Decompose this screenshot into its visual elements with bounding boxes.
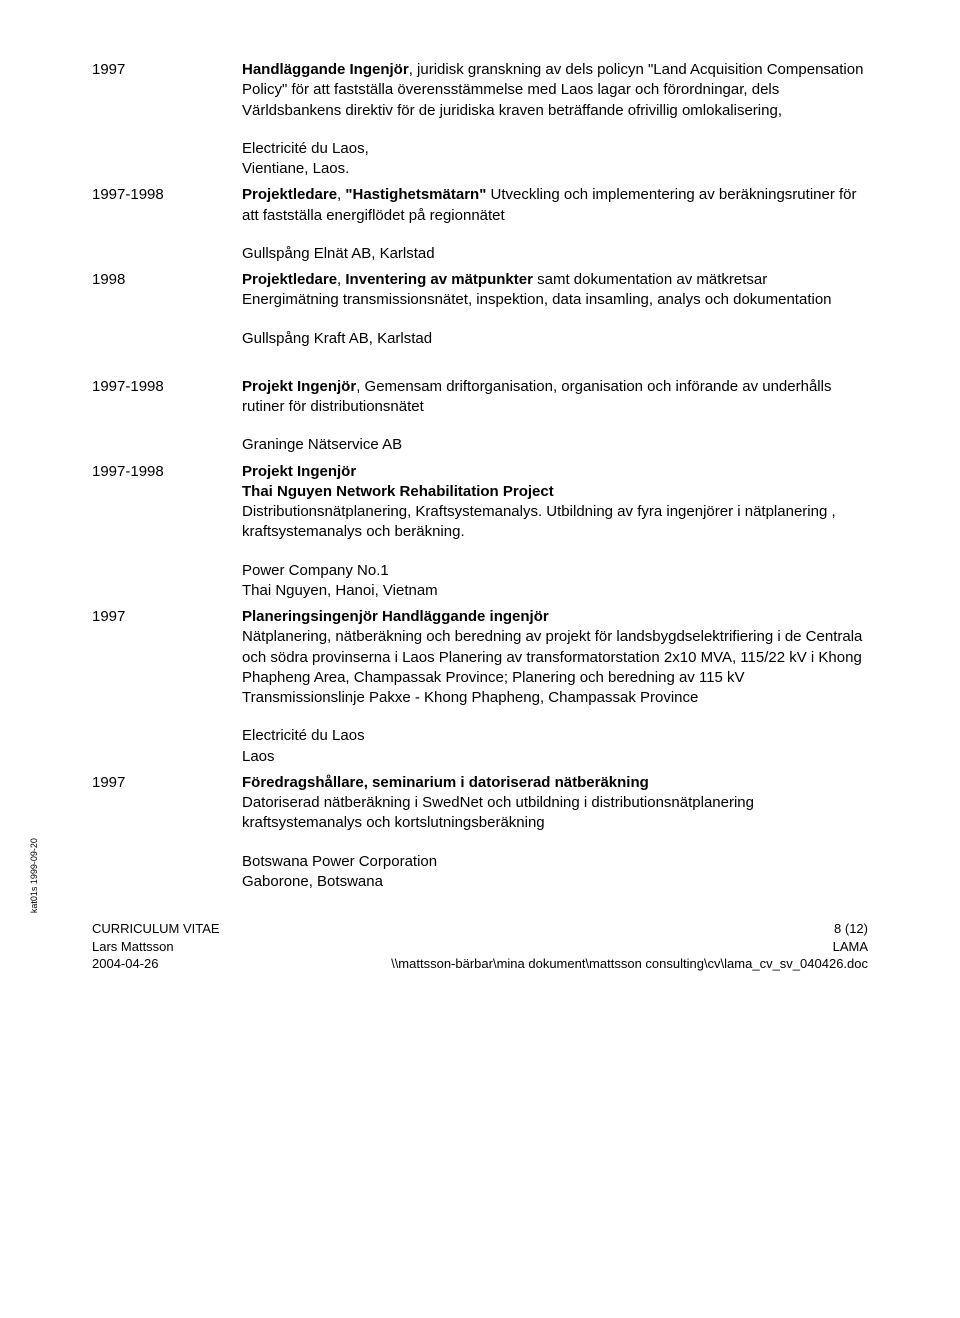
entry-paragraph: Handläggande Ingenjör, juridisk granskni… [242,60,868,121]
entry-paragraph: Electricité du LaosLaos [242,726,868,767]
entry-paragraph: Projektledare, Inventering av mätpunkter… [242,270,868,311]
entry-paragraph: Electricité du Laos,Vientiane, Laos. [242,139,868,180]
entry-paragraph: Projekt Ingenjör, Gemensam driftorganisa… [242,377,868,418]
entry-year: 1997 [92,773,242,892]
entry-paragraph: Gullspång Elnät AB, Karlstad [242,244,868,264]
cv-entry: 1997-1998Projekt IngenjörThai Nguyen Net… [92,462,868,602]
entry-description: Projekt IngenjörThai Nguyen Network Reha… [242,462,868,602]
entry-description: Projektledare, Inventering av mätpunkter… [242,270,868,349]
page-footer: kat01s 1999-09-20 CURRICULUM VITAE Lars … [92,920,868,973]
entry-description: Projekt Ingenjör, Gemensam driftorganisa… [242,377,868,456]
entry-year: 1997 [92,60,242,179]
entry-description: Föredragshållare, seminarium i datoriser… [242,773,868,892]
footer-date: 2004-04-26 [92,956,159,971]
entry-paragraph: Botswana Power CorporationGaborone, Bots… [242,852,868,893]
footer-code: LAMA [833,939,868,954]
entry-paragraph: Power Company No.1Thai Nguyen, Hanoi, Vi… [242,561,868,602]
side-rotated-text: kat01s 1999-09-20 [28,838,40,913]
footer-author: Lars Mattsson [92,939,174,954]
entry-paragraph: Graninge Nätservice AB [242,435,868,455]
entry-paragraph: Projektledare, "Hastighetsmätarn" Utveck… [242,185,868,226]
entry-description: Planeringsingenjör Handläggande ingenjör… [242,607,868,767]
entry-paragraph: Gullspång Kraft AB, Karlstad [242,329,868,349]
cv-entries: 1997Handläggande Ingenjör, juridisk gran… [92,60,868,892]
footer-path: \\mattsson-bärbar\mina dokument\mattsson… [391,956,868,971]
footer-page: 8 (12) [834,921,868,936]
entry-paragraph: Föredragshållare, seminarium i datoriser… [242,773,868,834]
entry-paragraph: Planeringsingenjör Handläggande ingenjör… [242,607,868,708]
entry-paragraph: Projekt IngenjörThai Nguyen Network Reha… [242,462,868,543]
cv-entry: 1998Projektledare, Inventering av mätpun… [92,270,868,349]
cv-entry: 1997-1998Projekt Ingenjör, Gemensam drif… [92,377,868,456]
cv-entry: 1997Handläggande Ingenjör, juridisk gran… [92,60,868,179]
footer-title: CURRICULUM VITAE [92,921,220,936]
entry-description: Handläggande Ingenjör, juridisk granskni… [242,60,868,179]
entry-year: 1997-1998 [92,462,242,602]
entry-year: 1998 [92,270,242,349]
entry-year: 1997 [92,607,242,767]
entry-year: 1997-1998 [92,377,242,456]
entry-year: 1997-1998 [92,185,242,264]
cv-entry: 1997Planeringsingenjör Handläggande inge… [92,607,868,767]
footer-right: 8 (12) LAMA \\mattsson-bärbar\mina dokum… [391,920,868,973]
entry-description: Projektledare, "Hastighetsmätarn" Utveck… [242,185,868,264]
footer-left: CURRICULUM VITAE Lars Mattsson 2004-04-2… [92,920,220,973]
cv-entry: 1997Föredragshållare, seminarium i dator… [92,773,868,892]
cv-entry: 1997-1998Projektledare, "Hastighetsmätar… [92,185,868,264]
